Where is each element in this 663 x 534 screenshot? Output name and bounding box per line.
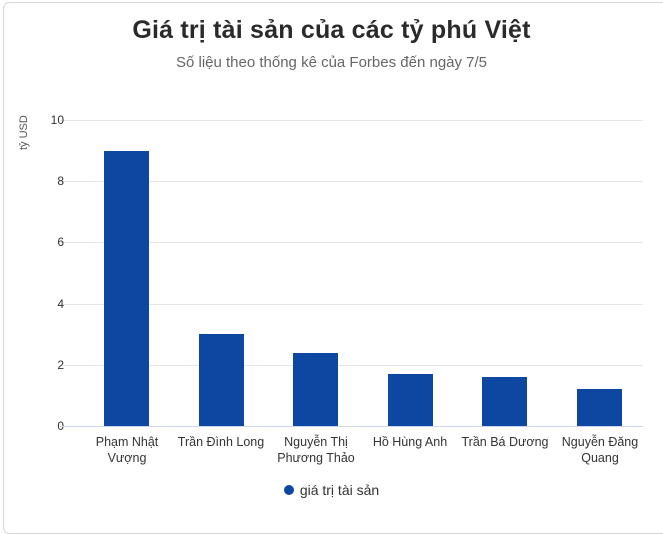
y-tick-label: 8 xyxy=(57,174,64,188)
y-tick-label: 10 xyxy=(50,113,64,127)
x-tick-label: Trần Bá Dương xyxy=(461,435,549,449)
bar[interactable] xyxy=(482,377,527,426)
gridline xyxy=(60,242,643,243)
legend[interactable]: giá trị tài sản xyxy=(0,482,663,498)
x-tick-label: Phạm Nhật Vượng xyxy=(95,435,159,465)
x-tick-label: Trần Đình Long xyxy=(177,435,265,449)
y-tick-label: 2 xyxy=(57,358,64,372)
legend-label: giá trị tài sản xyxy=(299,482,380,498)
x-tick-label: Nguyễn Đăng Quang xyxy=(561,435,639,465)
bar[interactable] xyxy=(388,374,433,426)
chart-title: Giá trị tài sản của các tỷ phú Việt xyxy=(132,16,531,44)
y-tick-label: 6 xyxy=(57,235,64,249)
x-axis-line xyxy=(60,426,643,427)
bar[interactable] xyxy=(293,353,338,426)
bar[interactable] xyxy=(577,389,622,426)
bar[interactable] xyxy=(104,151,149,426)
chart-subtitle: Số liệu theo thống kê của Forbes đến ngà… xyxy=(175,54,488,71)
y-axis-label: tỷ USD xyxy=(18,115,30,150)
x-tick-label: Hồ Hùng Anh xyxy=(372,435,448,449)
bar[interactable] xyxy=(199,334,244,426)
x-tick-label: Nguyễn Thị Phương Thảo xyxy=(277,435,355,465)
gridline xyxy=(60,365,643,366)
gridline xyxy=(60,120,643,121)
y-tick-label: 4 xyxy=(57,297,64,311)
legend-dot-icon xyxy=(283,485,294,495)
gridline xyxy=(60,304,643,305)
gridline xyxy=(60,181,643,182)
